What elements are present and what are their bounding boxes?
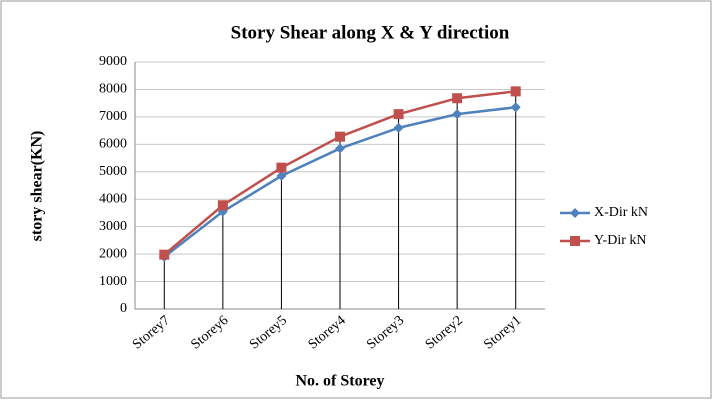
legend-marker bbox=[570, 236, 580, 246]
y-tick-label: 0 bbox=[120, 301, 127, 316]
x-axis-title: No. of Storey bbox=[295, 373, 384, 390]
y-tick-label: 5000 bbox=[99, 164, 127, 179]
marker bbox=[335, 143, 345, 154]
y-tick-label: 7000 bbox=[99, 109, 127, 124]
marker bbox=[393, 109, 404, 120]
legend-marker bbox=[570, 208, 580, 218]
marker bbox=[217, 200, 228, 211]
chart-title: Story Shear along X & Y direction bbox=[231, 22, 510, 43]
marker bbox=[452, 109, 463, 120]
legend-label: X-Dir kN bbox=[594, 205, 648, 220]
y-tick-label: 4000 bbox=[99, 191, 127, 206]
marker bbox=[510, 86, 521, 97]
marker bbox=[335, 131, 345, 142]
marker bbox=[452, 93, 463, 104]
y-tick-label: 1000 bbox=[99, 274, 127, 289]
y-axis-title: story shear(KN) bbox=[29, 131, 46, 242]
marker bbox=[159, 249, 170, 260]
marker bbox=[276, 162, 287, 173]
marker bbox=[276, 170, 287, 181]
y-tick-label: 6000 bbox=[99, 137, 127, 152]
y-tick-label: 9000 bbox=[99, 54, 127, 69]
marker bbox=[393, 122, 404, 133]
legend-label: Y-Dir kN bbox=[594, 233, 647, 248]
y-tick-label: 8000 bbox=[99, 82, 127, 97]
y-tick-label: 3000 bbox=[99, 219, 127, 234]
marker bbox=[510, 102, 521, 113]
y-tick-label: 2000 bbox=[99, 246, 127, 261]
